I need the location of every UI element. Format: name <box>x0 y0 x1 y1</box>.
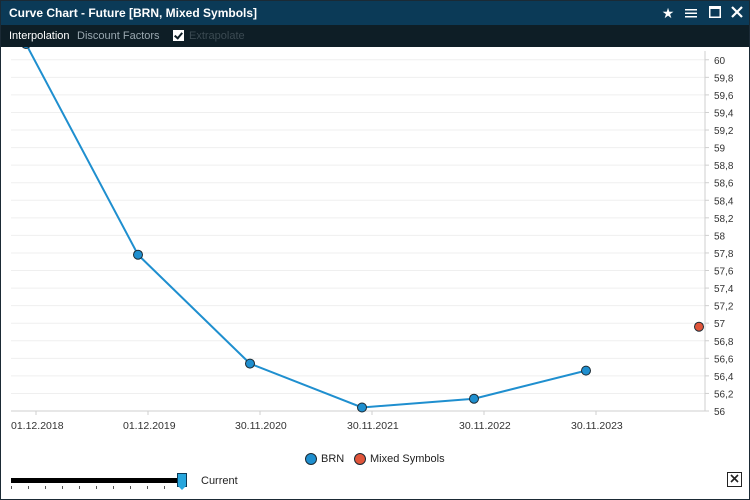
series-line-brn <box>26 47 587 409</box>
y-tick-label: 56,6 <box>714 354 734 365</box>
maximize-icon[interactable] <box>706 4 724 22</box>
y-tick-label: 57,4 <box>714 284 734 295</box>
slider-tick <box>164 486 165 489</box>
y-tick-label: 56 <box>714 407 726 418</box>
slider-tick <box>96 486 97 489</box>
slider-label: Current <box>201 475 238 487</box>
slider-tick <box>130 486 131 489</box>
time-slider-ticks <box>11 486 183 490</box>
discount-factors-button[interactable]: Discount Factors <box>77 30 160 42</box>
slider-tick <box>113 486 114 489</box>
x-tick-label: 30.11.2022 <box>459 420 511 432</box>
y-tick-label: 58,8 <box>714 161 734 172</box>
title-bar: Curve Chart - Future [BRN, Mixed Symbols… <box>1 1 749 25</box>
y-tick-label: 59,6 <box>714 91 734 102</box>
close-icon[interactable] <box>728 4 746 22</box>
y-tick-label: 56,8 <box>714 337 734 348</box>
chart-legend: BRN Mixed Symbols <box>1 453 749 469</box>
x-tick-label: 30.11.2021 <box>347 420 399 432</box>
legend-brn-label[interactable]: BRN <box>321 453 345 465</box>
slider-tick <box>45 486 46 489</box>
y-tick-label: 57 <box>714 319 726 330</box>
window-title: Curve Chart - Future [BRN, Mixed Symbols… <box>9 6 258 20</box>
menu-icon[interactable] <box>682 4 700 22</box>
y-tick-label: 58,6 <box>714 179 734 190</box>
slider-tick <box>28 486 29 489</box>
slider-tick <box>147 486 148 489</box>
y-tick-label: 59,4 <box>714 108 734 119</box>
x-tick-label: 30.11.2020 <box>235 420 287 432</box>
y-tick-label: 59 <box>714 144 726 155</box>
close-slider-button[interactable] <box>727 472 742 487</box>
y-tick-label: 56,4 <box>714 372 734 383</box>
y-tick-label: 59,2 <box>714 126 734 137</box>
data-point-mixed-symbols <box>694 321 704 332</box>
y-tick-label: 59,8 <box>714 73 734 84</box>
chart-toolbar: Interpolation Discount Factors Extrapola… <box>1 25 749 47</box>
data-point-brn <box>469 393 479 404</box>
data-point-brn <box>245 358 255 369</box>
time-slider-handle[interactable] <box>177 473 187 490</box>
y-tick-label: 58,2 <box>714 214 734 225</box>
y-tick-label: 57,6 <box>714 267 734 278</box>
extrapolate-checkbox[interactable] <box>173 30 184 41</box>
x-tick-label: 01.12.2019 <box>123 420 176 432</box>
star-icon[interactable]: ★ <box>661 5 675 21</box>
legend-mixed-symbols-marker <box>354 453 366 465</box>
data-point-brn <box>357 402 367 413</box>
curve-chart-plot: 56 56,2 56,4 56,6 56,8 57 57,2 57,4 57,6 57,8 58 58… <box>11 47 734 432</box>
y-tick-label: 57,8 <box>714 249 734 260</box>
y-tick-label: 57,2 <box>714 302 734 313</box>
time-slider-track[interactable] <box>11 478 183 483</box>
y-tick-label: 58 <box>714 231 726 242</box>
y-tick-label: 56,2 <box>714 389 734 400</box>
slider-tick <box>79 486 80 489</box>
data-point-brn <box>22 47 30 49</box>
close-slider-icon <box>730 474 739 483</box>
slider-tick <box>11 486 12 489</box>
x-tick-label: 01.12.2018 <box>11 420 64 432</box>
data-point-brn <box>581 365 591 376</box>
extrapolate-label: Extrapolate <box>189 30 245 42</box>
y-tick-label: 60 <box>714 56 726 67</box>
legend-brn-marker <box>305 453 317 465</box>
slider-tick <box>62 486 63 489</box>
legend-mixed-symbols-label[interactable]: Mixed Symbols <box>370 453 445 465</box>
data-point-brn <box>133 249 143 260</box>
y-tick-label: 58,4 <box>714 196 734 207</box>
x-tick-label: 30.11.2023 <box>571 420 623 432</box>
interpolation-button[interactable]: Interpolation <box>9 30 70 42</box>
